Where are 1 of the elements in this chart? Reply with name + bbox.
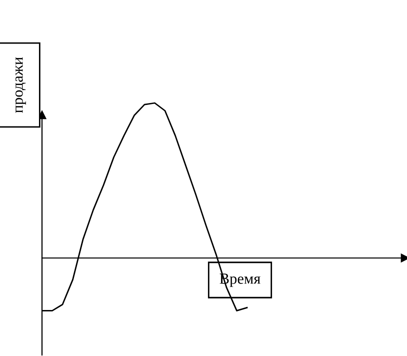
y-axis-title: продажи <box>15 57 26 113</box>
